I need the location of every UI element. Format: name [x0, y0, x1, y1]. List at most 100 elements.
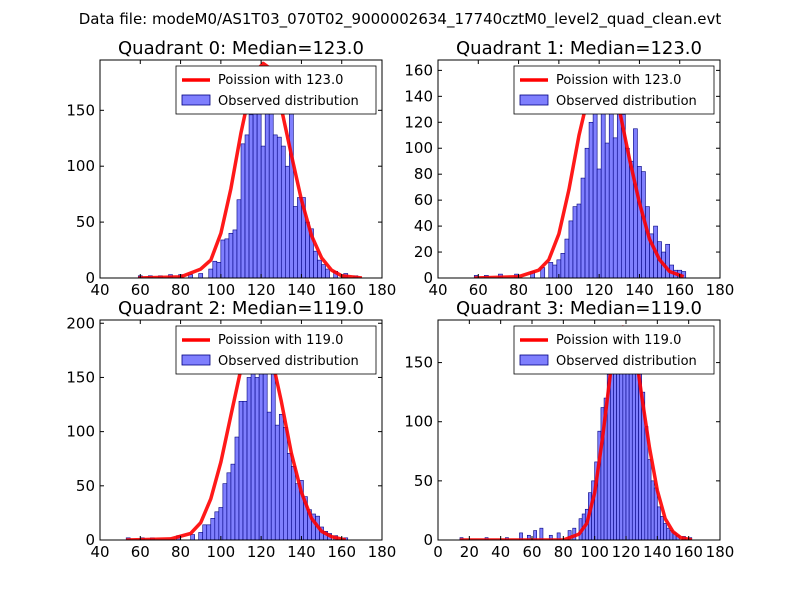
x-tick-label: 80 — [171, 543, 190, 561]
histogram-bar — [657, 506, 661, 540]
histogram-bar — [568, 220, 574, 278]
histogram-bar — [226, 472, 232, 540]
histogram-bar — [246, 377, 252, 540]
legend: Poission with 119.0 Observed distribution — [513, 325, 715, 375]
legend: Poission with 123.0 Observed distribution — [513, 65, 715, 115]
chart-panel-1: Quadrant 1: Median=123.0 40 60 80 100 120 140 1… — [404, 38, 734, 299]
y-tick-label: 40 — [414, 217, 433, 235]
chart-title: Quadrant 2: Median=119.0 — [118, 298, 364, 319]
histogram-bar — [210, 518, 216, 540]
y-tick-label: 150 — [66, 368, 95, 386]
histogram-bar — [216, 262, 222, 278]
histogram-bar — [252, 98, 258, 278]
y-tick-label: 200 — [66, 314, 95, 332]
histogram-bar — [214, 511, 220, 540]
histogram-bar — [650, 480, 655, 540]
histogram-bar — [236, 199, 242, 278]
x-tick-label: 100 — [207, 281, 236, 299]
x-tick-label: 60 — [131, 281, 150, 299]
histogram-bar — [631, 345, 636, 540]
x-tick-label: 120 — [247, 543, 276, 561]
legend-bar-label: Observed distribution — [218, 94, 359, 109]
histogram-bar — [285, 165, 290, 278]
histogram-bar — [230, 463, 236, 540]
histogram-bar — [596, 168, 602, 278]
chart-panel-0: Quadrant 0: Median=123.0 40 60 80 100 120 140 1… — [66, 38, 396, 299]
histogram-bar — [291, 466, 296, 540]
histogram-bar — [584, 147, 590, 278]
histogram-bar — [264, 92, 270, 278]
histogram-bar — [280, 145, 286, 278]
histogram-bar — [282, 426, 288, 540]
histogram-bar — [254, 377, 260, 540]
x-tick-label: 160 — [327, 543, 356, 561]
x-tick-label: 0 — [433, 543, 443, 561]
x-tick-label: 160 — [674, 543, 703, 561]
histogram-bar — [625, 147, 630, 278]
histogram-bar — [604, 142, 610, 278]
x-tick-label: 180 — [368, 543, 397, 561]
y-tick-label: 50 — [414, 472, 433, 490]
histogram-bar — [232, 229, 238, 278]
y-tick-label: 0 — [85, 531, 95, 549]
histogram-bar — [218, 507, 224, 540]
x-tick-label: 60 — [522, 543, 541, 561]
y-tick-label: 100 — [404, 139, 433, 157]
legend-box — [513, 65, 715, 115]
histogram-bar — [653, 487, 658, 540]
legend-curve-label: Poission with 119.0 — [556, 333, 681, 348]
histogram-bar — [198, 273, 204, 278]
histogram-bar — [250, 359, 256, 540]
x-tick-label: 40 — [428, 281, 447, 299]
histogram-bar — [560, 253, 566, 278]
histogram-bar — [539, 527, 544, 540]
legend-bar-label: Observed distribution — [218, 354, 359, 369]
histogram-bar — [295, 483, 300, 540]
chart-panel-2: Quadrant 2: Median=119.0 40 60 80 100 120 140 1… — [66, 298, 396, 561]
legend-bar-label: Observed distribution — [556, 354, 697, 369]
histogram-bar — [633, 128, 638, 278]
histogram-bar — [612, 137, 618, 278]
histogram-bar — [258, 357, 264, 540]
y-tick-label: 100 — [404, 413, 433, 431]
x-tick-label: 20 — [460, 543, 479, 561]
histogram-bar — [576, 203, 582, 278]
x-tick-label: 160 — [327, 281, 356, 299]
legend: Poission with 119.0 Observed distribution — [175, 325, 377, 375]
histogram-bar — [242, 400, 248, 540]
legend-bar-swatch — [181, 354, 211, 366]
histogram-bar — [234, 436, 240, 540]
axes-frame — [99, 59, 383, 279]
x-tick-label: 140 — [625, 281, 654, 299]
axes-frame — [99, 319, 383, 541]
histogram-bar — [244, 134, 250, 278]
histogram-bar — [278, 413, 284, 540]
histogram-bar — [321, 264, 326, 278]
y-tick-label: 120 — [404, 113, 433, 131]
x-tick-label: 80 — [554, 543, 573, 561]
x-tick-label: 100 — [207, 543, 236, 561]
legend-curve-label: Poission with 119.0 — [218, 333, 343, 348]
x-tick-label: 40 — [491, 543, 510, 561]
histogram-bar — [198, 532, 204, 540]
legend-box — [513, 325, 715, 375]
histogram-bar — [552, 264, 558, 278]
histogram-bar — [190, 534, 195, 540]
histogram-bar — [663, 523, 668, 540]
y-tick-label: 100 — [66, 423, 95, 441]
x-tick-label: 180 — [368, 281, 397, 299]
x-tick-label: 100 — [580, 543, 609, 561]
y-tick-label: 100 — [66, 157, 95, 175]
histogram-bar — [548, 262, 554, 278]
x-tick-label: 40 — [90, 281, 109, 299]
axes-frame — [437, 319, 721, 541]
legend-box — [175, 65, 377, 115]
histogram-bar — [202, 524, 208, 540]
y-tick-label: 50 — [76, 213, 95, 231]
x-tick-label: 140 — [287, 281, 316, 299]
x-tick-label: 60 — [469, 281, 488, 299]
histogram-bar — [610, 364, 614, 540]
histogram-bar — [588, 121, 594, 278]
histogram-bar — [224, 238, 230, 278]
